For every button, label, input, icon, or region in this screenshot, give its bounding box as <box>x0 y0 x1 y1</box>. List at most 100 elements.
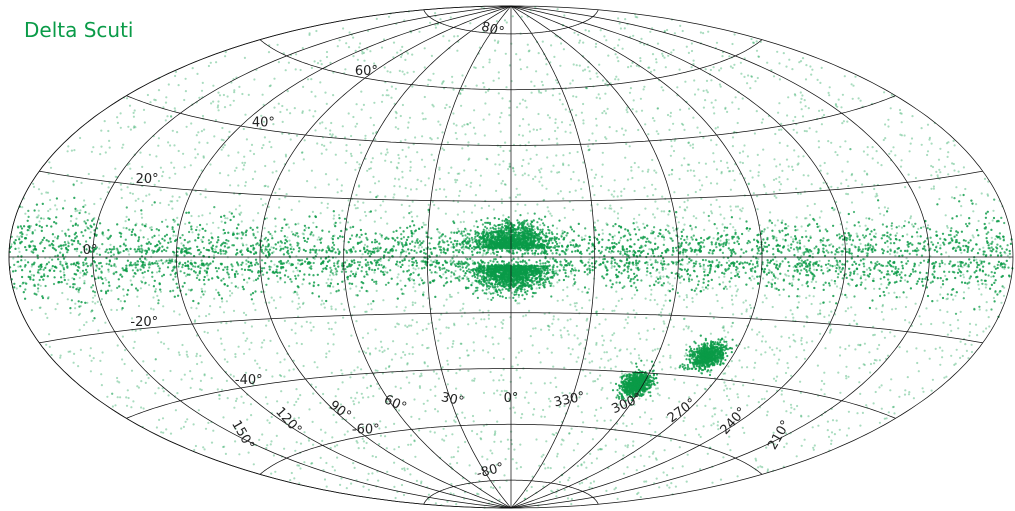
star-point <box>371 157 374 160</box>
star-point <box>686 163 690 166</box>
star-point <box>778 141 781 144</box>
star-point <box>290 230 293 233</box>
star-point <box>407 121 410 124</box>
star-point <box>162 342 166 345</box>
star-point <box>427 203 430 206</box>
star-point <box>70 149 73 152</box>
star-point <box>300 151 304 154</box>
star-point <box>134 210 137 213</box>
star-point <box>604 112 608 115</box>
star-point <box>693 93 697 96</box>
star-point <box>546 114 550 117</box>
star-point <box>785 442 788 445</box>
star-point <box>690 249 694 252</box>
star-point <box>672 149 676 153</box>
star-point <box>35 216 38 219</box>
star-point <box>692 116 695 119</box>
star-point <box>602 308 605 311</box>
star-point <box>578 396 581 399</box>
star-point <box>370 161 373 164</box>
star-point <box>522 315 525 318</box>
star-point <box>818 259 821 263</box>
star-point <box>102 175 105 178</box>
star-point <box>959 310 962 313</box>
star-point <box>157 259 161 262</box>
star-point <box>710 101 713 104</box>
star-point <box>653 283 656 286</box>
star-point <box>127 125 130 128</box>
star-point <box>312 392 315 395</box>
star-point <box>461 88 464 91</box>
star-point <box>334 135 337 138</box>
star-point <box>785 410 788 413</box>
star-point <box>616 497 619 500</box>
star-point <box>423 95 426 99</box>
star-point <box>505 250 508 253</box>
star-point <box>452 122 455 125</box>
star-point <box>212 429 215 432</box>
star-point <box>785 65 788 68</box>
star-point <box>297 397 300 400</box>
star-point <box>504 183 507 186</box>
star-point <box>427 78 430 81</box>
star-point <box>105 278 108 282</box>
star-point <box>119 112 122 115</box>
star-point <box>882 138 885 142</box>
star-point <box>297 297 300 300</box>
star-point <box>394 353 397 356</box>
star-point <box>222 232 225 235</box>
star-point <box>256 376 259 379</box>
star-point <box>328 327 331 330</box>
star-point <box>54 204 57 207</box>
star-point <box>232 375 235 378</box>
star-point <box>244 371 248 374</box>
star-point <box>555 154 558 157</box>
star-point <box>775 375 779 378</box>
star-point <box>645 316 648 320</box>
star-point <box>886 245 890 248</box>
star-point <box>946 226 949 229</box>
star-point <box>20 234 23 237</box>
star-point <box>640 37 643 41</box>
star-point <box>642 88 645 91</box>
star-point <box>977 219 980 223</box>
star-point <box>820 379 824 383</box>
star-point <box>674 485 678 488</box>
star-point <box>893 412 896 415</box>
star-point <box>427 346 430 349</box>
star-point <box>374 64 377 67</box>
star-point <box>845 434 849 437</box>
star-point <box>850 201 854 204</box>
star-point <box>96 300 99 303</box>
star-point <box>647 66 650 69</box>
star-point <box>660 210 663 213</box>
star-point <box>37 188 41 191</box>
star-point <box>372 175 375 178</box>
star-point <box>316 238 319 241</box>
star-point <box>556 8 559 11</box>
star-point <box>350 154 353 158</box>
star-point <box>73 239 76 242</box>
star-point <box>513 448 516 451</box>
star-point <box>488 61 491 64</box>
star-point <box>646 263 649 266</box>
star-point <box>416 215 419 218</box>
star-point <box>763 397 766 400</box>
star-point <box>169 200 172 203</box>
star-point <box>731 101 734 104</box>
star-point <box>770 69 773 72</box>
star-point <box>583 461 586 464</box>
star-point <box>884 123 887 126</box>
star-point <box>668 128 671 131</box>
star-point <box>451 345 454 348</box>
star-point <box>795 131 799 134</box>
star-point <box>778 176 781 179</box>
star-point <box>803 245 806 248</box>
star-point <box>601 228 604 232</box>
star-point <box>734 96 737 99</box>
star-point <box>93 294 97 297</box>
star-point <box>507 397 510 400</box>
star-point <box>818 109 821 112</box>
star-point <box>206 141 209 144</box>
star-point <box>367 488 370 491</box>
